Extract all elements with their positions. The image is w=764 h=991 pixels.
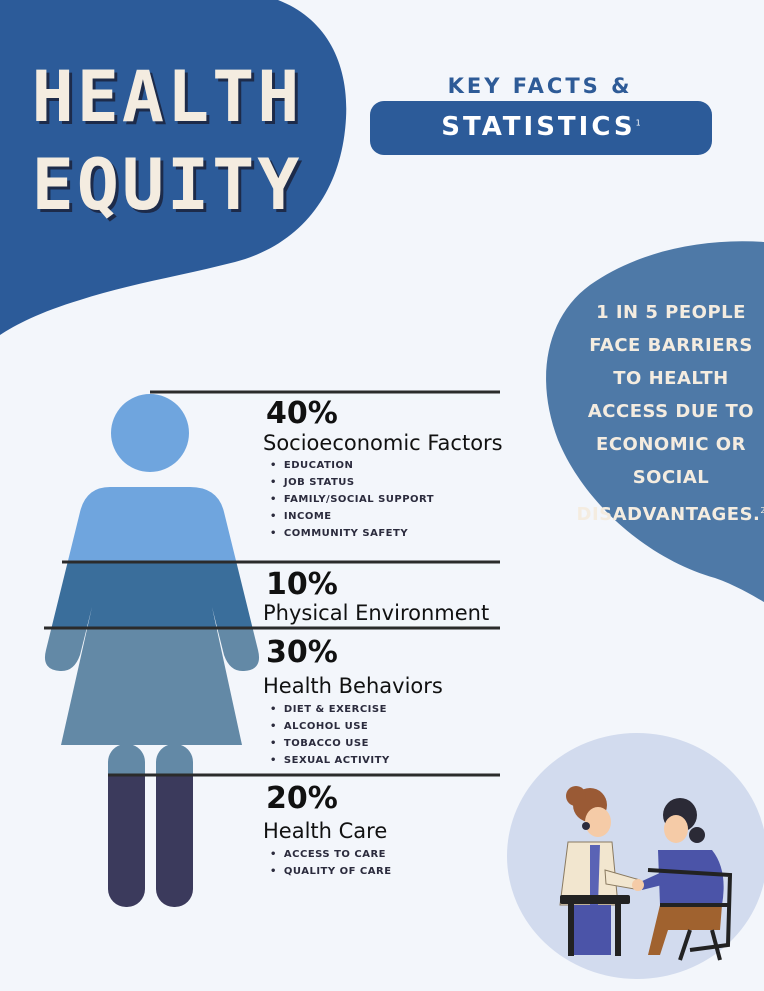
statistics-label: STATISTICS — [441, 112, 636, 142]
health-care-label: Health Care — [263, 819, 388, 843]
patient-figure — [632, 798, 733, 961]
title-line-2: EQUITY — [31, 144, 303, 226]
health-behaviors-label: Health Behaviors — [263, 674, 443, 698]
title-line-1: HEALTH — [31, 56, 303, 138]
barrier-statistic-text: 1 IN 5 PEOPLE FACE BARRIERS TO HEALTH AC… — [576, 302, 761, 525]
list-item: SEXUAL ACTIVITY — [270, 752, 390, 769]
list-item: QUALITY OF CARE — [270, 863, 392, 880]
health-care-percent: 20% — [266, 781, 338, 816]
list-item: INCOME — [270, 508, 434, 525]
list-item: ACCESS TO CARE — [270, 846, 392, 863]
socioeconomic-percent: 40% — [266, 396, 338, 431]
list-item: EDUCATION — [270, 457, 434, 474]
health-behaviors-list: DIET & EXERCISE ALCOHOL USE TOBACCO USE … — [270, 701, 390, 769]
top-left-blob — [0, 0, 347, 335]
barrier-statistic: 1 IN 5 PEOPLE FACE BARRIERS TO HEALTH AC… — [576, 296, 764, 531]
list-item: DIET & EXERCISE — [270, 701, 390, 718]
health-behaviors-percent: 30% — [266, 635, 338, 670]
list-item: FAMILY/SOCIAL SUPPORT — [270, 491, 434, 508]
health-care-list: ACCESS TO CARE QUALITY OF CARE — [270, 846, 392, 880]
list-item: COMMUNITY SAFETY — [270, 525, 434, 542]
list-item: JOB STATUS — [270, 474, 434, 491]
list-item: ALCOHOL USE — [270, 718, 390, 735]
right-blob — [546, 241, 764, 603]
footnote-1: 1 — [635, 118, 641, 128]
footnote-2: 2 — [760, 506, 764, 515]
figure-segment-physical-environment — [44, 563, 260, 628]
physical-environment-label: Physical Environment — [263, 601, 490, 625]
statistics-banner: STATISTICS1 — [370, 101, 712, 155]
table — [560, 895, 630, 956]
socioeconomic-list: EDUCATION JOB STATUS FAMILY/SOCIAL SUPPO… — [270, 457, 434, 542]
doctor-figure — [559, 786, 641, 955]
physical-environment-percent: 10% — [266, 567, 338, 602]
list-item: TOBACCO USE — [270, 735, 390, 752]
key-facts-heading: KEY FACTS & — [447, 74, 633, 98]
socioeconomic-label: Socioeconomic Factors — [263, 431, 503, 455]
